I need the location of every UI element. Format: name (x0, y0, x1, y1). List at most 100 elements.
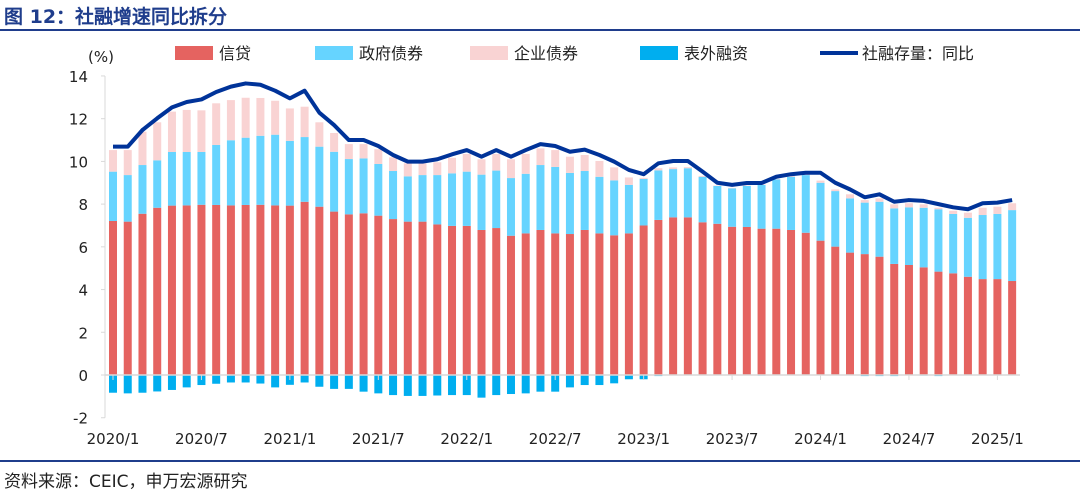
bar-loans (920, 267, 928, 375)
bar-loans (256, 205, 264, 375)
bar-corporate-bonds (536, 148, 544, 165)
bar-government-bonds (566, 173, 574, 234)
x-tick-label: 2024/7 (883, 430, 936, 448)
bar-loans (404, 222, 412, 375)
bar-off-balance-financing (536, 375, 544, 392)
bar-loans (478, 230, 486, 375)
bar-corporate-bonds (183, 110, 191, 152)
bar-government-bonds (492, 171, 500, 228)
bar-corporate-bonds (875, 198, 883, 201)
bar-government-bonds (212, 145, 220, 205)
bar-government-bonds (964, 218, 972, 277)
bar-loans (448, 226, 456, 375)
bar-government-bonds (124, 175, 132, 222)
bar-off-balance-financing (448, 375, 456, 395)
bar-off-balance-financing (242, 375, 250, 382)
y-axis-unit: (%) (88, 48, 114, 66)
bar-corporate-bonds (138, 132, 146, 165)
legend-label: 信贷 (219, 44, 251, 63)
bar-government-bonds (183, 152, 191, 205)
bar-off-balance-financing (330, 375, 338, 389)
bar-government-bonds (979, 215, 987, 279)
bar-corporate-bonds (640, 178, 648, 179)
bar-government-bonds (1008, 210, 1016, 281)
bar-corporate-bonds (1008, 203, 1016, 210)
bar-loans (492, 228, 500, 375)
y-tick-label: 0 (78, 367, 88, 385)
bar-off-balance-financing (138, 375, 146, 393)
bar-loans (581, 230, 589, 375)
x-tick-label: 2025/1 (971, 430, 1024, 448)
bar-off-balance-financing (271, 375, 279, 387)
bar-government-bonds (905, 207, 913, 265)
bar-government-bonds (271, 135, 279, 206)
bar-corporate-bonds (905, 203, 913, 207)
bar-government-bonds (625, 185, 633, 233)
legend-swatch (640, 46, 678, 60)
bar-loans (979, 279, 987, 375)
bar-loans (522, 233, 530, 375)
bar-government-bonds (890, 208, 898, 264)
bar-government-bonds (772, 179, 780, 228)
bar-loans (212, 205, 220, 375)
bar-loans (890, 264, 898, 375)
legend-label: 政府债券 (359, 44, 423, 63)
bar-government-bonds (433, 175, 441, 224)
bar-off-balance-financing (595, 375, 603, 385)
bar-off-balance-financing (168, 375, 176, 390)
bar-corporate-bonds (817, 181, 825, 183)
x-tick-label: 2024/1 (794, 430, 847, 448)
bar-government-bonds (138, 165, 146, 214)
bar-loans (360, 213, 368, 375)
legend-swatch (470, 46, 508, 60)
x-tick-label: 2023/1 (617, 430, 670, 448)
bar-corporate-bonds (949, 211, 957, 214)
bar-corporate-bonds (153, 122, 161, 160)
bar-corporate-bonds (330, 133, 338, 152)
bar-corporate-bonds (197, 110, 205, 152)
bar-corporate-bonds (595, 161, 603, 177)
bar-corporate-bonds (286, 108, 294, 140)
bar-government-bonds (256, 136, 264, 205)
bar-off-balance-financing (522, 375, 530, 393)
bar-corporate-bonds (993, 207, 1001, 214)
legend-label: 表外融资 (684, 44, 748, 63)
bar-loans (743, 227, 751, 375)
bar-loans (949, 273, 957, 375)
bar-corporate-bonds (566, 157, 574, 173)
bar-government-bonds (861, 203, 869, 254)
bar-corporate-bonds (669, 167, 677, 169)
bar-loans (640, 225, 648, 375)
legend-swatch-line (820, 51, 858, 55)
bar-off-balance-financing (360, 375, 368, 392)
bar-corporate-bonds (979, 208, 987, 215)
legend-label: 企业债券 (514, 44, 578, 63)
bar-off-balance-financing (212, 375, 220, 384)
y-tick-label: 2 (78, 324, 88, 342)
bar-corporate-bonds (478, 159, 486, 174)
bar-corporate-bonds (581, 155, 589, 171)
bar-loans (772, 229, 780, 375)
bar-loans (993, 279, 1001, 375)
bar-government-bonds (787, 177, 795, 230)
bar-off-balance-financing (581, 375, 589, 385)
bar-loans (964, 277, 972, 375)
bar-off-balance-financing (301, 375, 309, 382)
bar-government-bonds (728, 188, 736, 226)
bar-corporate-bonds (654, 168, 662, 170)
x-tick-label: 2023/7 (706, 430, 759, 448)
bar-corporate-bonds (964, 213, 972, 218)
bar-loans (728, 227, 736, 375)
bar-government-bonds (875, 202, 883, 257)
bar-loans (1008, 281, 1016, 375)
bar-loans (758, 229, 766, 375)
bar-government-bonds (654, 170, 662, 220)
bar-loans (138, 214, 146, 375)
legend-swatch (175, 46, 213, 60)
bar-corporate-bonds (256, 98, 264, 136)
bar-corporate-bonds (610, 167, 618, 180)
bar-government-bonds (551, 167, 559, 233)
bar-corporate-bonds (507, 159, 515, 178)
bar-corporate-bonds (492, 154, 500, 171)
